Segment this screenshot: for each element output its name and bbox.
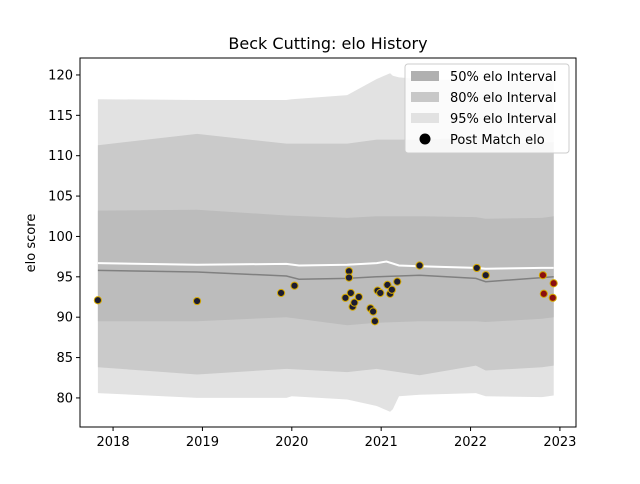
legend: 50% elo Interval 80% elo Interval 95% elo … <box>404 63 570 154</box>
post-match-point <box>539 289 548 298</box>
post-match-point <box>276 288 286 298</box>
legend-swatch <box>411 92 439 102</box>
x-tick-label: 2020 <box>275 435 308 450</box>
post-match-point <box>549 279 558 288</box>
y-tick-label: 110 <box>48 149 73 164</box>
y-axis-label: elo score <box>24 214 39 273</box>
post-match-point <box>341 293 350 302</box>
band-50 <box>97 209 554 326</box>
post-match-point <box>376 288 385 298</box>
legend-marker <box>419 133 431 145</box>
post-match-point <box>538 271 548 280</box>
post-match-point <box>415 261 424 270</box>
post-match-point <box>370 317 380 326</box>
x-tick-label: 2019 <box>186 435 219 450</box>
legend-label: 50% elo Interval <box>450 70 557 85</box>
x-axis: 2018 2019 2020 2021 2022 2023 <box>97 427 576 450</box>
legend-label: Post Match elo <box>450 133 545 148</box>
chart-title: Beck Cutting: elo History <box>228 34 427 53</box>
legend-swatch <box>411 113 439 123</box>
post-match-point <box>548 293 557 302</box>
legend-label: 80% elo Interval <box>450 91 557 106</box>
legend-box <box>404 63 570 154</box>
plot-area <box>93 73 558 412</box>
y-tick-label: 100 <box>48 230 73 245</box>
post-match-point <box>472 263 481 273</box>
y-axis: 80 85 90 95 100 105 110 115 120 <box>48 68 80 406</box>
post-match-point <box>393 277 402 286</box>
upper-line <box>97 260 554 270</box>
y-tick-label: 85 <box>56 351 73 366</box>
y-tick-label: 95 <box>56 270 73 285</box>
legend-swatch <box>411 71 439 81</box>
post-match-point <box>350 298 359 307</box>
x-tick-label: 2021 <box>365 435 398 450</box>
legend-label: 95% elo Interval <box>450 112 557 127</box>
post-match-point <box>387 285 396 294</box>
post-match-point <box>346 288 355 298</box>
y-tick-label: 90 <box>56 311 73 326</box>
y-tick-label: 105 <box>48 190 73 205</box>
x-tick-label: 2022 <box>454 435 487 450</box>
post-match-point <box>354 292 363 302</box>
x-tick-label: 2018 <box>97 435 130 450</box>
x-tick-label: 2023 <box>543 435 576 450</box>
y-tick-label: 115 <box>48 109 73 124</box>
post-match-point <box>344 273 354 282</box>
post-match-point <box>192 296 202 306</box>
y-tick-label: 120 <box>48 68 73 83</box>
plot-frame <box>79 57 577 428</box>
median-line <box>97 269 554 283</box>
y-tick-label: 80 <box>56 391 73 406</box>
post-match-point <box>290 281 299 290</box>
post-match-point <box>93 296 102 305</box>
post-match-point <box>369 307 378 316</box>
post-match-point <box>481 271 490 280</box>
